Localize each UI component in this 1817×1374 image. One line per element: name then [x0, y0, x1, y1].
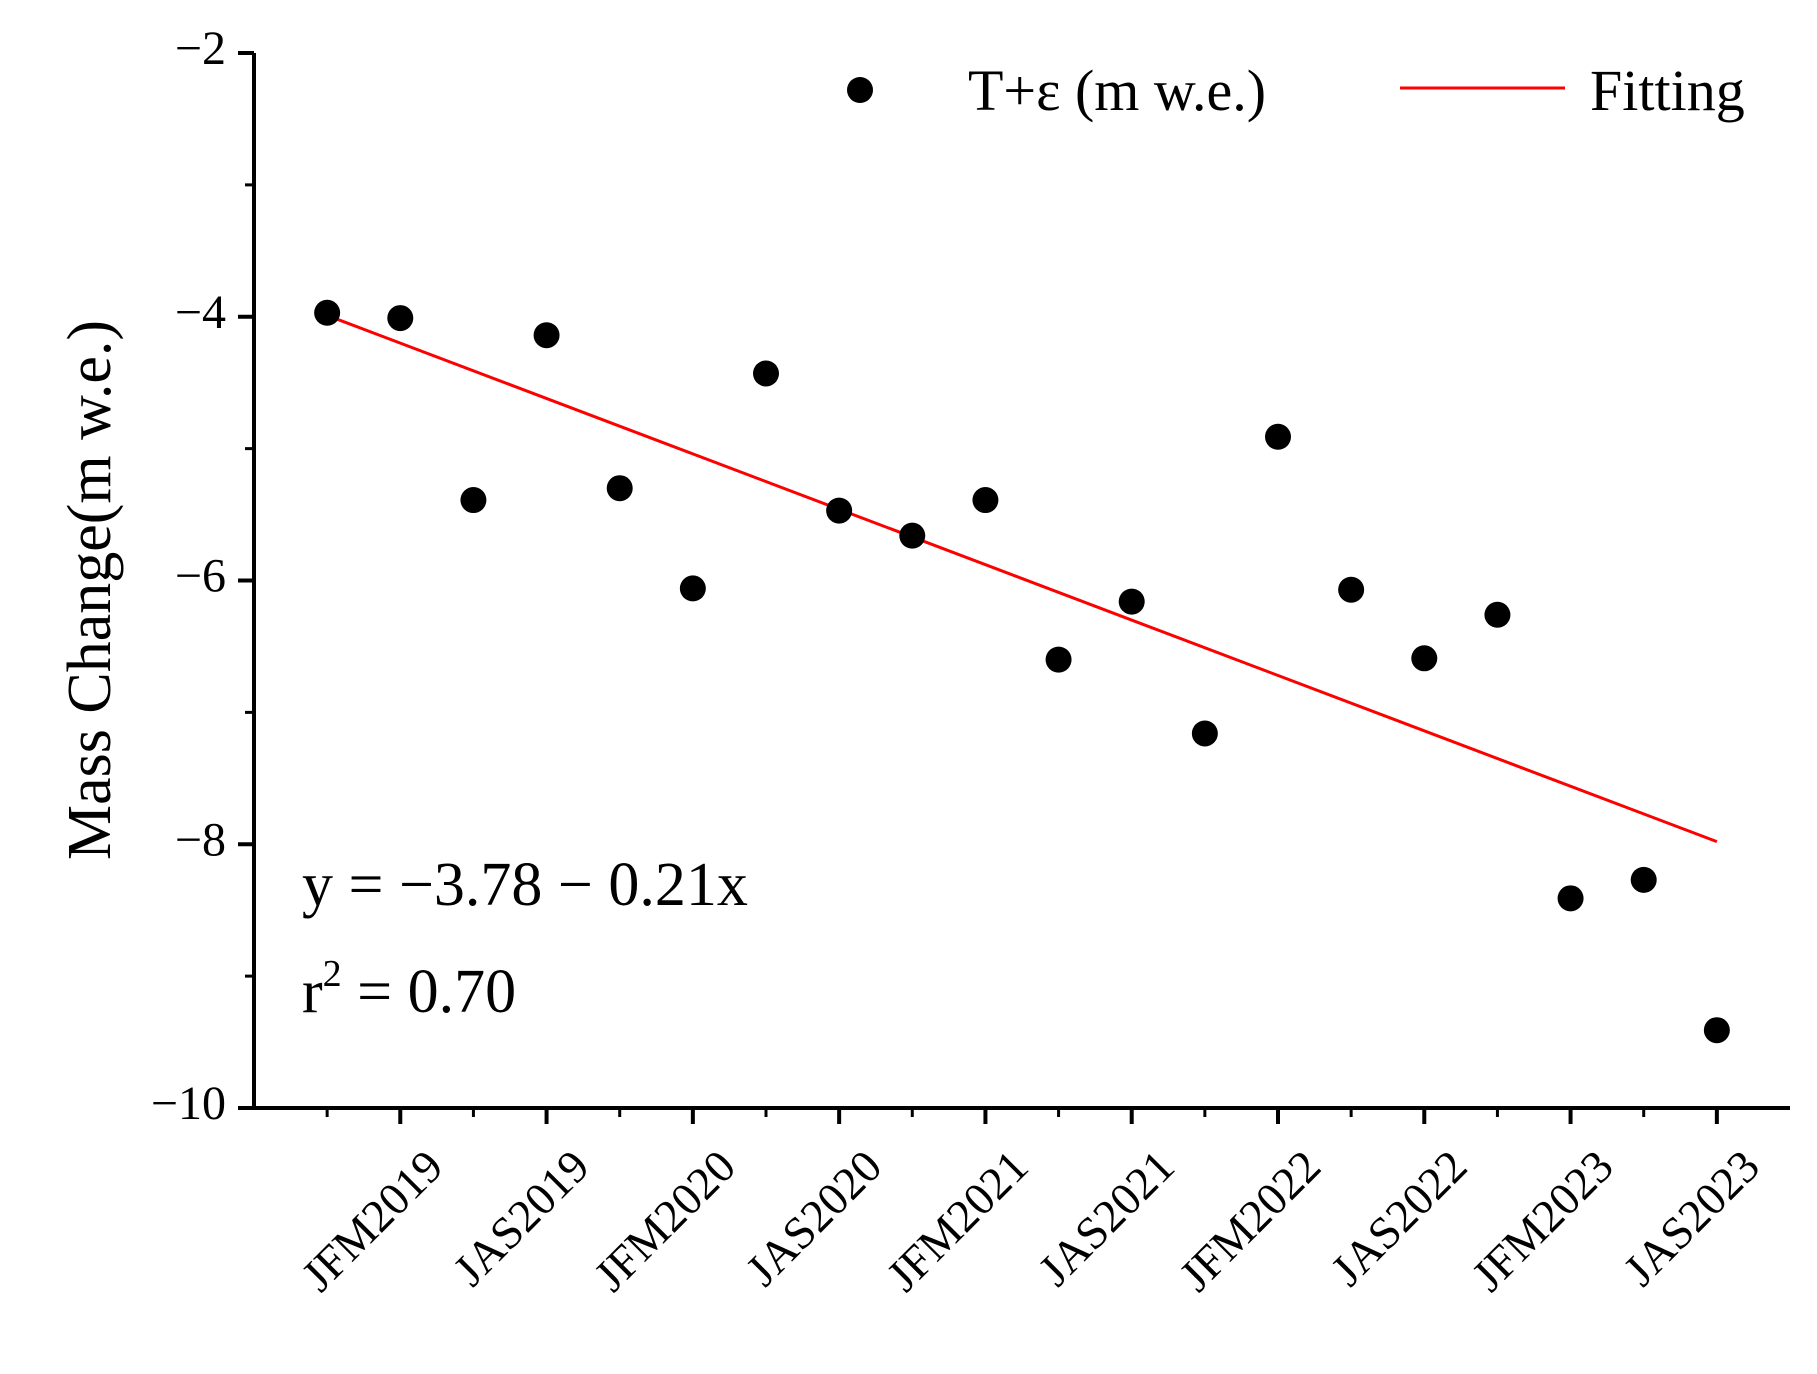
- legend-label-fitting: Fitting: [1590, 58, 1745, 123]
- data-point: [826, 497, 853, 524]
- y-tick-label: −10: [151, 1077, 226, 1130]
- r-squared-value: = 0.70: [342, 958, 516, 1026]
- y-tick-label: −2: [175, 22, 226, 75]
- scatter-points: [314, 299, 1730, 1044]
- data-point: [606, 475, 633, 502]
- x-tick-label: JFM2019: [292, 1140, 453, 1301]
- x-tick-label: JFM2020: [584, 1140, 745, 1301]
- x-tick-label: JAS2019: [443, 1140, 598, 1295]
- data-point: [1484, 601, 1511, 628]
- data-point: [1557, 885, 1584, 912]
- x-tick-label: JFM2021: [877, 1140, 1038, 1301]
- regression-equation: y = −3.78 − 0.21x: [302, 851, 748, 919]
- y-tick-label: −8: [175, 813, 226, 866]
- data-point: [1411, 645, 1438, 672]
- data-point: [1265, 423, 1291, 450]
- legend: T+ε (m w.e.) Fitting: [847, 58, 1745, 123]
- data-point: [387, 305, 414, 332]
- legend-label-scatter: T+ε (m w.e.): [968, 58, 1266, 123]
- data-point: [314, 299, 341, 326]
- data-point: [533, 322, 560, 349]
- fitting-line-layer: [326, 314, 1718, 844]
- data-point: [1338, 576, 1365, 603]
- y-tick-label: −6: [175, 550, 226, 603]
- x-tick-label: JFM2023: [1462, 1140, 1623, 1301]
- data-point: [753, 360, 779, 387]
- fitting-line: [326, 314, 1718, 844]
- x-tick-label: JAS2022: [1321, 1140, 1476, 1295]
- data-point: [1118, 588, 1145, 615]
- data-point: [899, 522, 926, 549]
- data-point: [1703, 1017, 1730, 1044]
- r-squared-prefix: r: [302, 958, 323, 1026]
- x-tick-label: JAS2020: [736, 1140, 891, 1295]
- data-point: [460, 487, 487, 514]
- data-point: [679, 575, 706, 602]
- r-squared: r2 = 0.70: [302, 953, 516, 1026]
- y-tick-label: −4: [175, 286, 226, 339]
- legend-marker-scatter: [847, 77, 873, 103]
- data-point: [972, 487, 999, 514]
- data-point: [1045, 646, 1072, 673]
- x-tick-label: JAS2023: [1614, 1140, 1769, 1295]
- data-point: [1630, 866, 1657, 893]
- r-squared-superscript: 2: [323, 953, 342, 995]
- y-axis-title: Mass Change(m w.e.): [56, 320, 124, 860]
- data-point: [1191, 720, 1218, 747]
- x-tick-label: JAS2021: [1029, 1140, 1184, 1295]
- axes: −10−8−6−4−2JFM2019JAS2019JFM2020JAS2020J…: [151, 22, 1790, 1301]
- x-tick-label: JFM2022: [1169, 1140, 1330, 1301]
